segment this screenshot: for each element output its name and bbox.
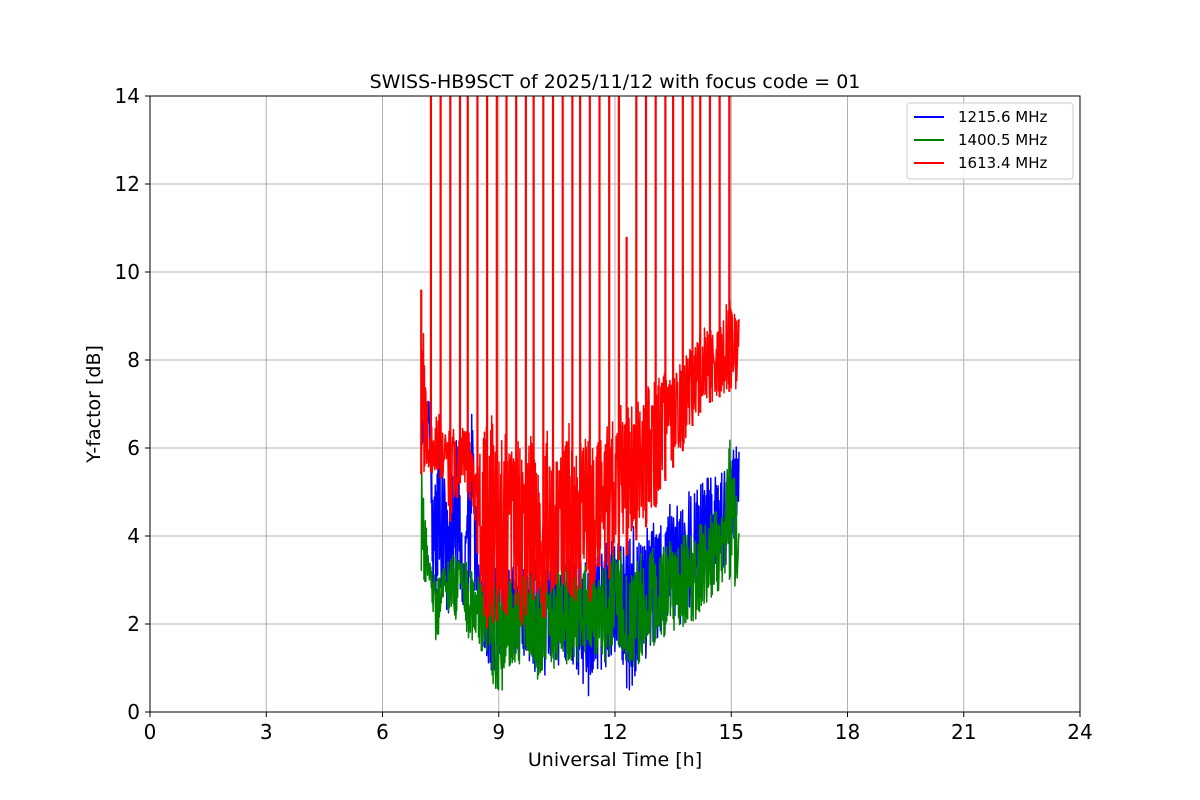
- x-tick-label: 6: [376, 720, 389, 744]
- x-tick-label: 3: [260, 720, 273, 744]
- y-tick-label: 10: [115, 260, 140, 284]
- y-tick-label: 0: [127, 700, 140, 724]
- legend-box: [906, 102, 1074, 180]
- y-axis-label: Y-factor [dB]: [83, 345, 105, 464]
- series-1613-4-mhz: [420, 96, 740, 629]
- x-tick-label: 18: [835, 720, 860, 744]
- x-tick-label: 24: [1067, 720, 1092, 744]
- y-tick-label: 2: [127, 612, 140, 636]
- y-tick-label: 8: [127, 348, 140, 372]
- series-layer: [420, 96, 740, 697]
- chart-title: SWISS-HB9SCT of 2025/11/12 with focus co…: [370, 71, 861, 93]
- y-tick-label: 6: [127, 436, 140, 460]
- x-tick-label: 9: [492, 720, 505, 744]
- x-axis-label: Universal Time [h]: [528, 749, 702, 771]
- y-tick-label: 14: [115, 84, 140, 108]
- legend-label: 1613.4 MHz: [958, 154, 1047, 172]
- series-1400-5-mhz: [420, 439, 740, 691]
- x-tick-label: 15: [719, 720, 744, 744]
- x-tick-label: 0: [144, 720, 157, 744]
- series-line: [420, 439, 740, 691]
- x-tick-label: 12: [602, 720, 627, 744]
- legend-label: 1215.6 MHz: [958, 108, 1047, 126]
- y-tick-label: 12: [115, 172, 140, 196]
- x-tick-label: 21: [951, 720, 976, 744]
- legend: 1215.6 MHz 1400.5 MHz 1613.4 MHz: [906, 102, 1074, 180]
- legend-label: 1400.5 MHz: [958, 131, 1047, 149]
- y-tick-label: 4: [127, 524, 140, 548]
